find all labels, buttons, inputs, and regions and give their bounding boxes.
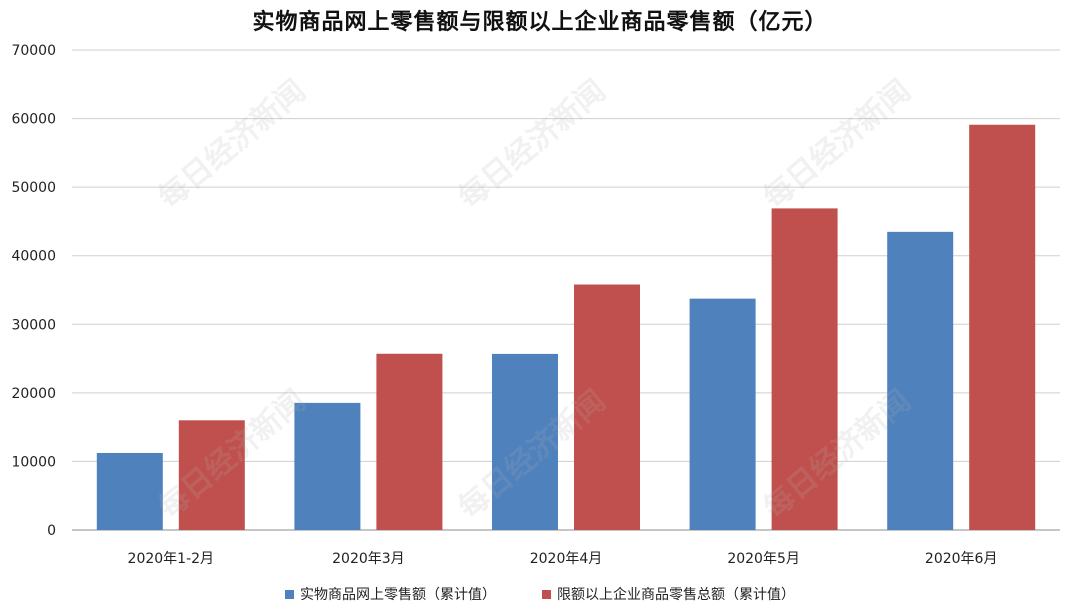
bar-online [887, 231, 954, 530]
legend-swatch-total [542, 589, 551, 599]
y-tick-label: 70000 [11, 43, 56, 59]
x-tick-label: 2020年4月 [530, 551, 603, 567]
bar-total [178, 420, 245, 530]
x-tick-label: 2020年3月 [332, 551, 405, 567]
y-tick-label: 60000 [11, 112, 56, 128]
y-tick-label: 10000 [11, 454, 56, 470]
bar-online [689, 298, 756, 530]
x-tick-label: 2020年6月 [925, 551, 998, 567]
legend-label-online: 实物商品网上零售额（累计值） [300, 587, 496, 603]
bar-total [376, 353, 443, 530]
bar-online [492, 353, 558, 530]
y-tick-label: 30000 [11, 317, 56, 333]
x-tick-label: 2020年1-2月 [128, 551, 215, 567]
y-tick-label: 50000 [11, 180, 56, 196]
legend: 实物商品网上零售额（累计值） 限额以上企业商品零售总额（累计值） [0, 584, 1080, 604]
legend-swatch-online [285, 589, 294, 599]
legend-item-online: 实物商品网上零售额（累计值） [285, 584, 496, 604]
bar-online [96, 452, 163, 530]
bar-total [771, 208, 838, 530]
bar-online [294, 402, 361, 530]
legend-item-total: 限额以上企业商品零售总额（累计值） [542, 584, 795, 604]
x-tick-label: 2020年5月 [727, 551, 800, 567]
y-tick-label: 0 [47, 523, 56, 539]
bar-total [969, 124, 1036, 530]
y-tick-label: 20000 [11, 386, 56, 402]
legend-label-total: 限额以上企业商品零售总额（累计值） [557, 587, 795, 603]
bar-total [574, 284, 640, 530]
chart-title: 实物商品网上零售额与限额以上企业商品零售额（亿元） [252, 9, 828, 35]
y-tick-label: 40000 [11, 249, 56, 265]
